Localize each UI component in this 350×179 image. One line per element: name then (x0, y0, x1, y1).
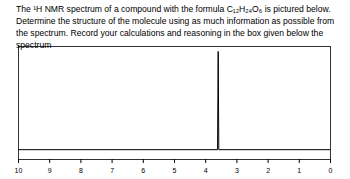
svg-text:3: 3 (235, 167, 239, 174)
svg-text:7: 7 (110, 167, 114, 174)
svg-text:5: 5 (173, 167, 177, 174)
svg-text:10: 10 (15, 167, 23, 174)
svg-text:1: 1 (297, 167, 301, 174)
html-text:The ¹H NMR spectrum of a compo: The ¹H NMR spectrum of a compound with t… (16, 4, 335, 50)
svg-text:4: 4 (204, 167, 208, 174)
svg-text:9: 9 (48, 167, 52, 174)
svg-text:8: 8 (79, 167, 83, 174)
svg-text:6: 6 (141, 167, 145, 174)
svg-text:2: 2 (266, 167, 270, 174)
svg-text:0: 0 (329, 167, 333, 174)
